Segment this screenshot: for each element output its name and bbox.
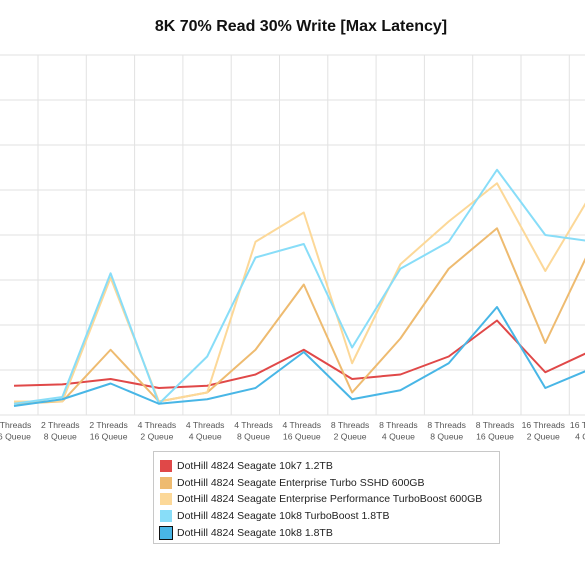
series-lines (13, 168, 585, 407)
legend-swatch (160, 510, 172, 523)
chart-title: 8K 70% Read 30% Write [Max Latency] (154, 18, 448, 35)
x-tick-label: 16 Threads (570, 420, 585, 430)
x-tick-label: 16 Queue (283, 432, 321, 442)
legend-label: DotHill 4824 Seagate Enterprise Performa… (177, 493, 483, 506)
x-tick-label: 4 Queue (575, 432, 585, 442)
series-line (13, 227, 585, 405)
x-tick-label: 2 Queue (334, 432, 367, 442)
grid (0, 54, 585, 416)
series-line (13, 306, 585, 407)
legend-item[interactable]: DotHill 4824 Seagate Enterprise Turbo SS… (160, 475, 499, 492)
x-tick-label: 4 Threads (234, 420, 273, 430)
series-line (13, 168, 585, 405)
x-tick-label: 8 Threads (427, 420, 466, 430)
legend-item[interactable]: DotHill 4824 Seagate 10k8 TurboBoost 1.8… (160, 508, 499, 525)
legend-item[interactable]: DotHill 4824 Seagate Enterprise Performa… (160, 491, 499, 508)
x-tick-label: 16 Threads (522, 420, 565, 430)
legend-item[interactable]: DotHill 4824 Seagate 10k7 1.2TB (160, 458, 499, 475)
x-tick-label: 4 Threads (283, 420, 322, 430)
legend-label: DotHill 4824 Seagate 10k7 1.2TB (177, 460, 333, 473)
legend-swatch (159, 525, 173, 540)
legend-label: DotHill 4824 Seagate 10k8 1.8TB (177, 526, 333, 539)
legend-swatch (160, 460, 172, 473)
x-tick-label: 4 Threads (186, 420, 225, 430)
line-chart: 1 Threads 16 Queue 2 Threads 8 Queue 2 Threa… (0, 54, 585, 442)
series-line (14, 182, 585, 403)
x-axis-labels: 1 Threads 16 Queue 2 Threads 8 Queue 2 Threa… (0, 420, 585, 442)
x-tick-label: 8 Threads (331, 420, 370, 430)
legend: DotHill 4824 Seagate 10k7 1.2TB DotHill 4… (153, 451, 500, 544)
x-tick-label: 16 Queue (90, 432, 128, 442)
x-tick-label: 16 Queue (0, 432, 31, 442)
x-tick-label: 8 Queue (237, 432, 270, 442)
x-tick-label: 2 Queue (140, 432, 173, 442)
x-tick-label: 8 Threads (379, 420, 418, 430)
legend-label: DotHill 4824 Seagate Enterprise Turbo SS… (177, 476, 425, 489)
x-tick-label: 4 Queue (189, 432, 222, 442)
x-tick-label: 8 Queue (44, 432, 77, 442)
legend-label: DotHill 4824 Seagate 10k8 TurboBoost 1.8… (177, 510, 390, 523)
x-tick-label: 8 Queue (430, 432, 463, 442)
x-tick-label: 4 Queue (382, 432, 415, 442)
x-tick-label: 2 Threads (89, 420, 128, 430)
x-tick-label: 2 Queue (527, 432, 560, 442)
legend-swatch (160, 476, 172, 489)
x-tick-label: 1 Threads (0, 420, 31, 430)
x-tick-label: 4 Threads (138, 420, 177, 430)
legend-item[interactable]: DotHill 4824 Seagate 10k8 1.8TB (159, 524, 499, 541)
x-tick-label: 2 Threads (41, 420, 80, 430)
legend-swatch (160, 493, 172, 506)
x-tick-label: 16 Queue (476, 432, 514, 442)
x-tick-label: 8 Threads (476, 420, 515, 430)
series-line (13, 319, 585, 389)
